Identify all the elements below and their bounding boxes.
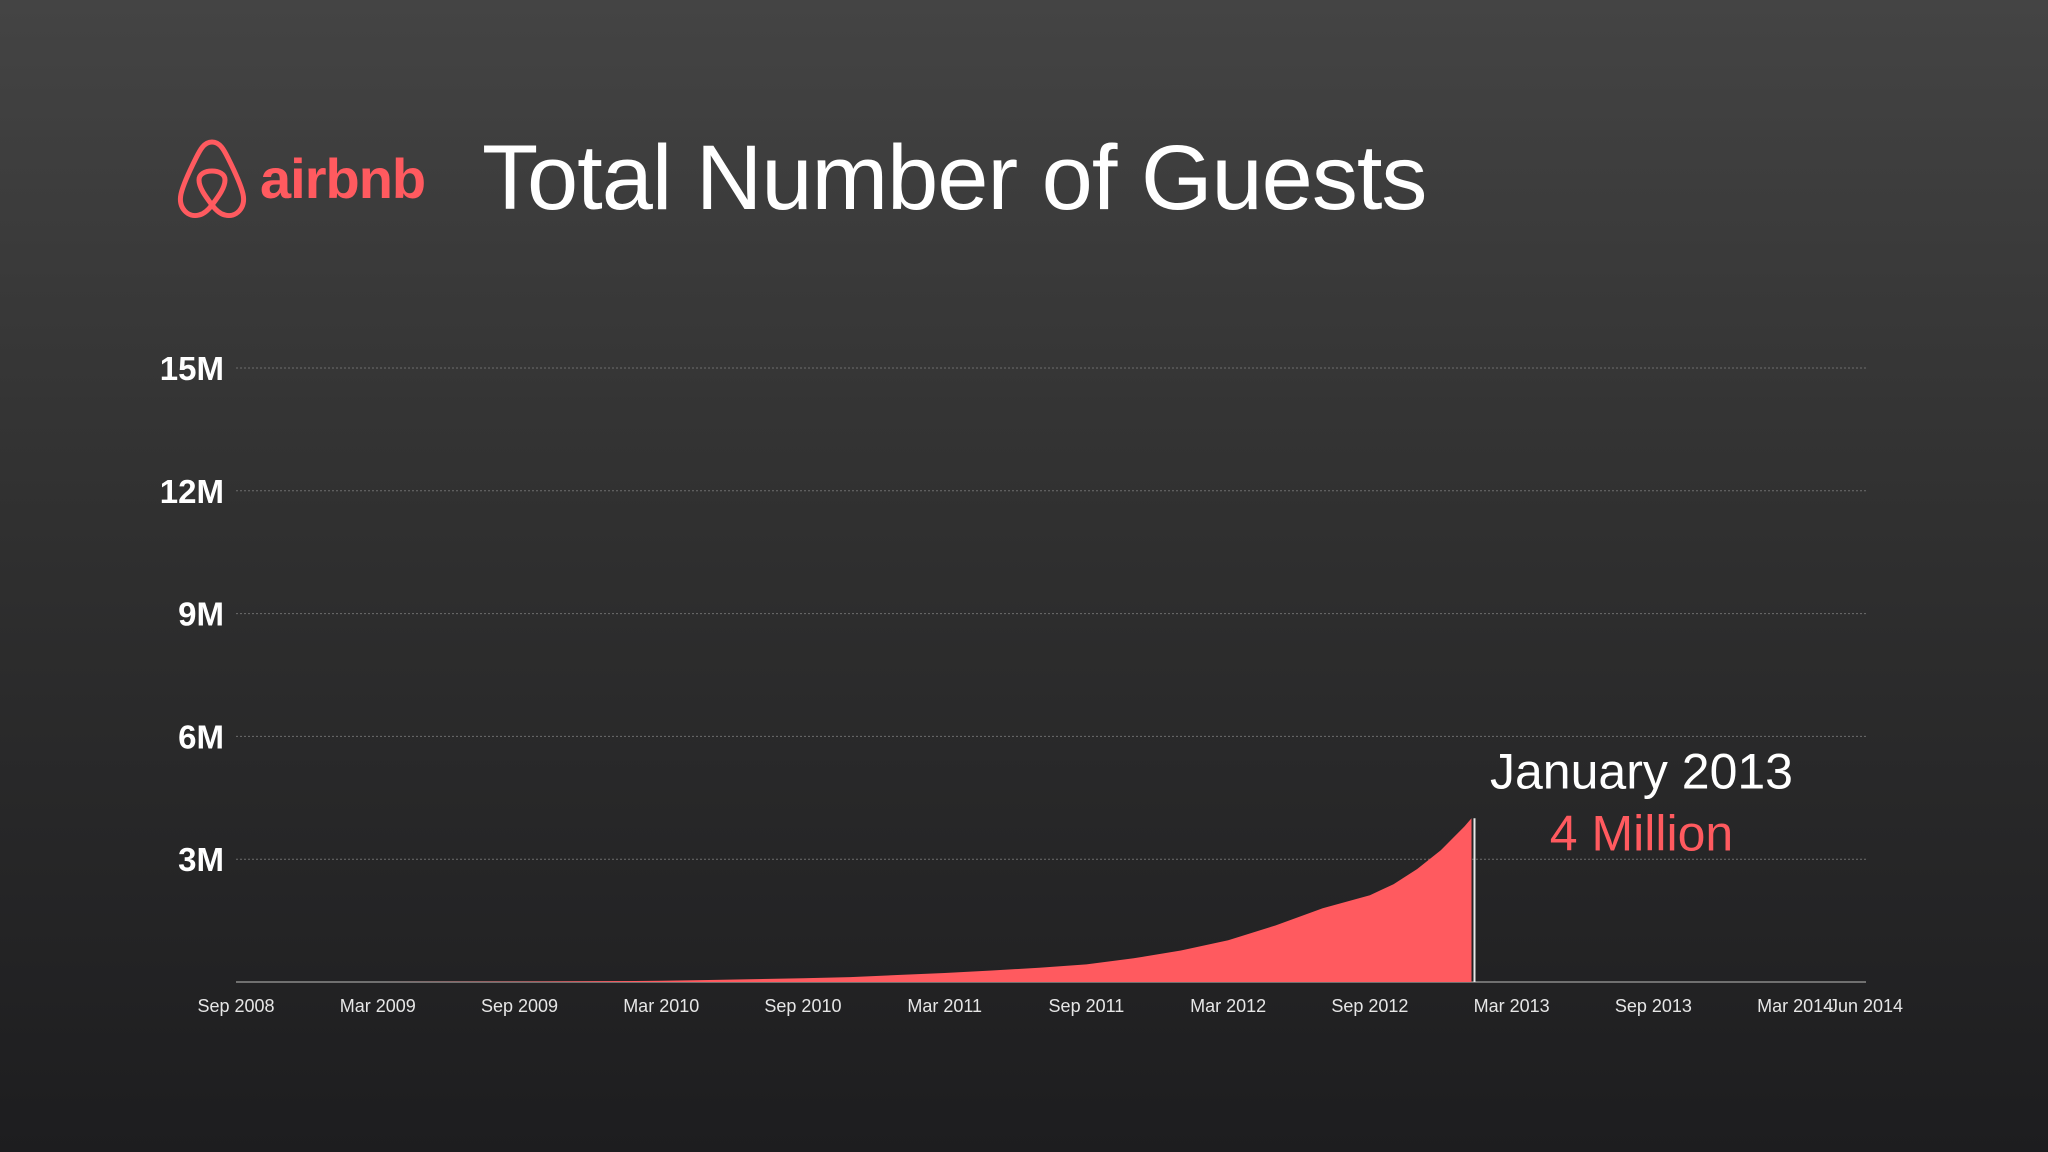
x-tick-label: Mar 2014 [1757,996,1833,1016]
y-tick-label: 3M [178,841,224,878]
x-tick-label: Sep 2012 [1331,996,1408,1016]
x-tick-label: Sep 2010 [764,996,841,1016]
y-tick-label: 15M [160,350,224,387]
x-tick-label: Mar 2009 [340,996,416,1016]
brand-wordmark: airbnb [260,147,426,210]
airbnb-belo-icon [177,139,247,219]
x-tick-label: Sep 2011 [1049,996,1125,1016]
x-tick-label: Mar 2012 [1190,996,1266,1016]
y-tick-label: 12M [160,473,224,510]
y-tick-label: 6M [178,718,224,755]
x-tick-label: Sep 2013 [1615,996,1692,1016]
x-tick-label: Jun 2014 [1829,996,1903,1016]
x-tick-label: Sep 2009 [481,996,558,1016]
brand-logo: airbnb [176,136,436,222]
annotation-date-label: January 2013 [1490,743,1793,799]
annotation-value-label: 4 Million [1550,805,1733,861]
y-tick-label: 9M [178,596,224,633]
guests-area [236,818,1472,982]
x-tick-label: Mar 2011 [907,996,982,1016]
x-tick-label: Mar 2010 [623,996,699,1016]
x-tick-label: Mar 2013 [1474,996,1550,1016]
page-title: Total Number of Guests [482,127,1427,229]
x-tick-label: Sep 2008 [197,996,274,1016]
